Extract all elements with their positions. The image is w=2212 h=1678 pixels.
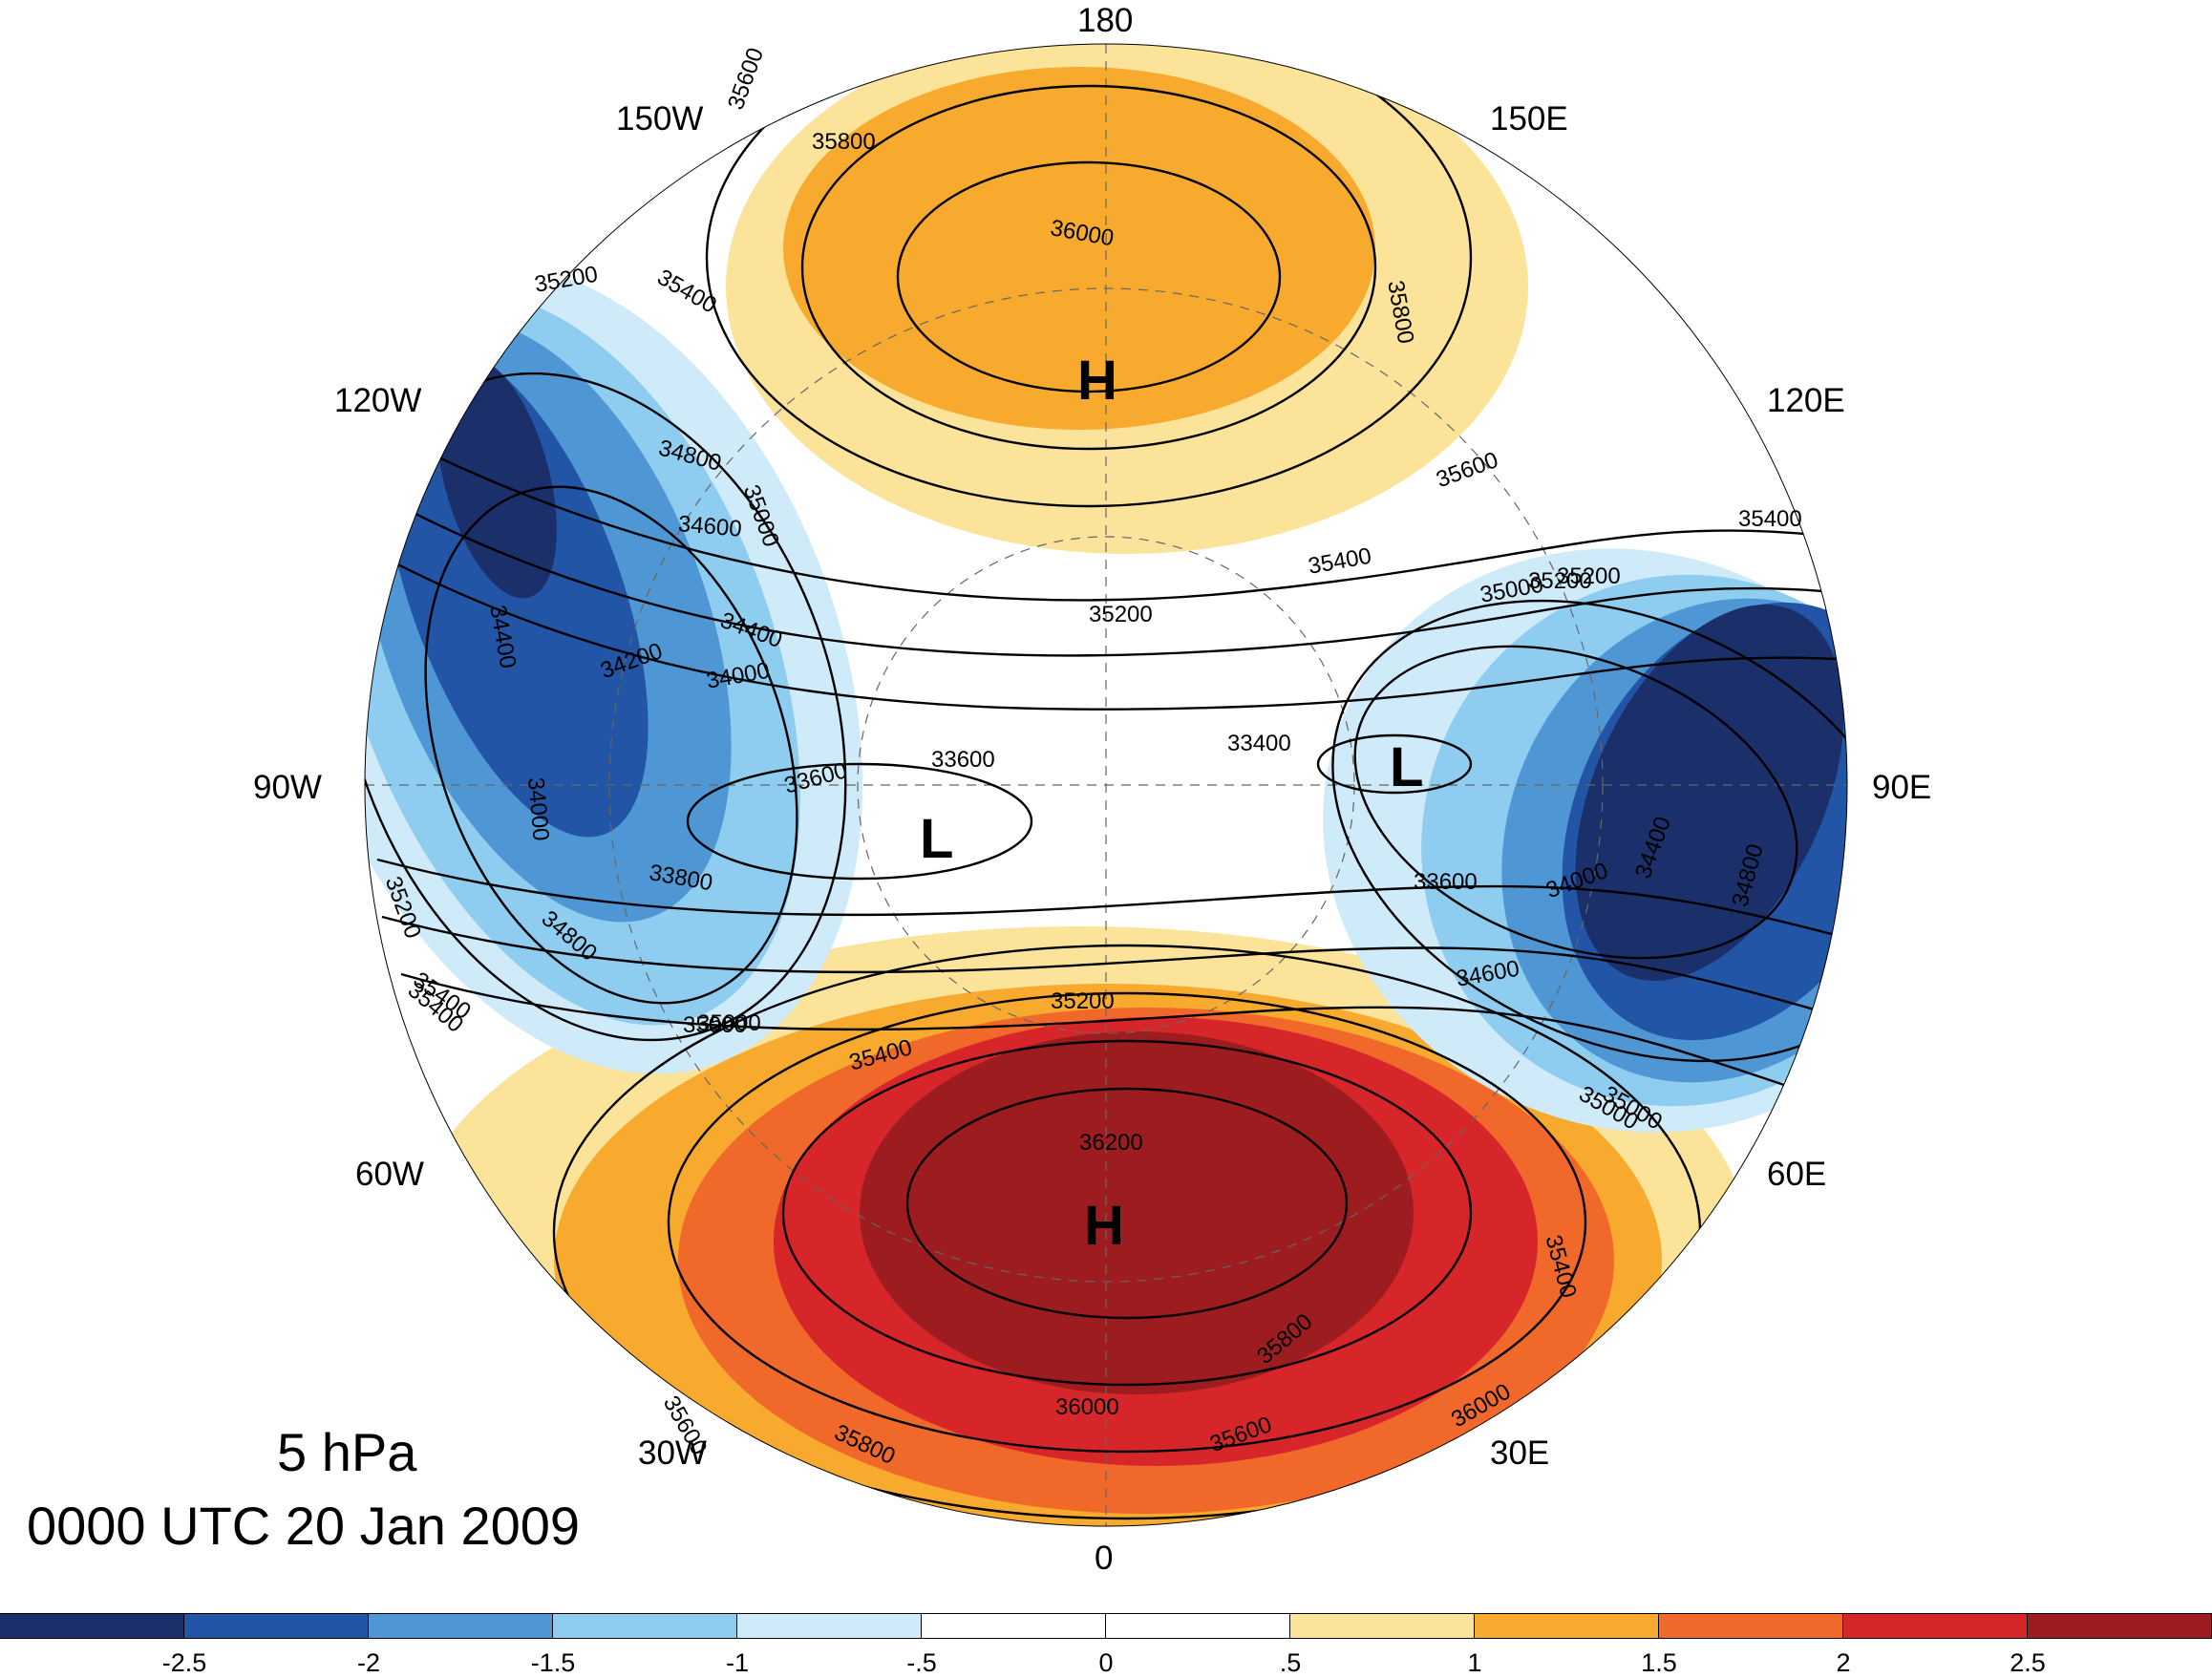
lon-label-90w: 90W [253,769,322,806]
colorbar-tick-label: -2.5 [161,1648,207,1677]
colorbar-tick-label: 1.5 [1641,1648,1677,1677]
colorbar-segment [0,1614,184,1638]
contour-label: 35200 [1557,563,1621,589]
contour-label: 34000 [522,775,554,842]
lon-label-60w: 60W [355,1156,424,1193]
colorbar-tick-label: .5 [1279,1648,1302,1677]
contour-label: 33600 [1414,869,1478,895]
contour-label: 33400 [1227,731,1291,756]
colorbar-segment [369,1614,553,1638]
shade-east-25 [1575,605,1844,981]
colorbar [0,1613,2212,1639]
contour-label: 35200 [1051,988,1115,1014]
lon-label-30w: 30W [638,1434,707,1472]
colorbar-tick-label: 2.5 [2010,1648,2046,1677]
shade-pacific-inner [783,67,1375,430]
lon-label-150w: 150W [616,100,704,138]
caption-level: 5 hPa [277,1422,417,1482]
contour-label: 33600 [931,747,995,773]
lon-label-120e: 120E [1767,382,1845,419]
colorbar-tick-label: 1 [1467,1648,1482,1677]
colorbar-tick-label: 2 [1836,1648,1851,1677]
high-center-atlantic: H [1084,1195,1124,1257]
caption-datetime: 0000 UTC 20 Jan 2009 [27,1496,581,1556]
colorbar-tick-label: -1 [725,1648,750,1677]
contour-label: 34600 [676,511,743,542]
lon-label-150e: 150E [1490,100,1568,138]
colorbar-tick-label: -2 [356,1648,381,1677]
lon-label-60e: 60E [1767,1156,1827,1193]
contour-label: 36000 [1055,1394,1119,1420]
lon-label-120w: 120W [334,382,422,419]
anomaly-shading [365,44,1847,1526]
colorbar-segment [922,1614,1106,1638]
graticule [365,44,1847,1526]
low-center-east: L [1390,736,1424,798]
colorbar-segment [1106,1614,1290,1638]
contour-label: 35000 [697,1010,761,1036]
contour-label: 35800 [812,129,876,155]
shade-atlantic-25 [860,1031,1414,1394]
colorbar-segment [184,1614,369,1638]
colorbar-tick-label: -.5 [906,1648,937,1677]
colorbar-segment [737,1614,922,1638]
contour-label: 35200 [1528,568,1592,594]
colorbar-segment [1475,1614,1659,1638]
lon-label-90e: 90E [1872,769,1932,806]
contour-label: 35200 [1089,602,1153,627]
colorbar-tick-label: -1.5 [530,1648,576,1677]
contour-label: 35000 [683,1012,747,1038]
map-boundary [364,43,1848,1527]
colorbar-segment [553,1614,737,1638]
colorbar-segment [1659,1614,1843,1638]
colorbar-tick-label: 0 [1098,1648,1114,1677]
high-center-pacific: H [1077,350,1117,412]
contour-label: 35400 [1738,506,1802,532]
lon-label-180: 180 [1077,2,1134,39]
lon-label-0: 0 [1095,1540,1114,1577]
colorbar-segment [2028,1614,2212,1638]
low-center-west: L [920,808,954,870]
colorbar-segment [1843,1614,2028,1638]
lon-label-30e: 30E [1490,1434,1550,1472]
contour-label: 36200 [1079,1130,1143,1156]
colorbar-segment [1290,1614,1475,1638]
